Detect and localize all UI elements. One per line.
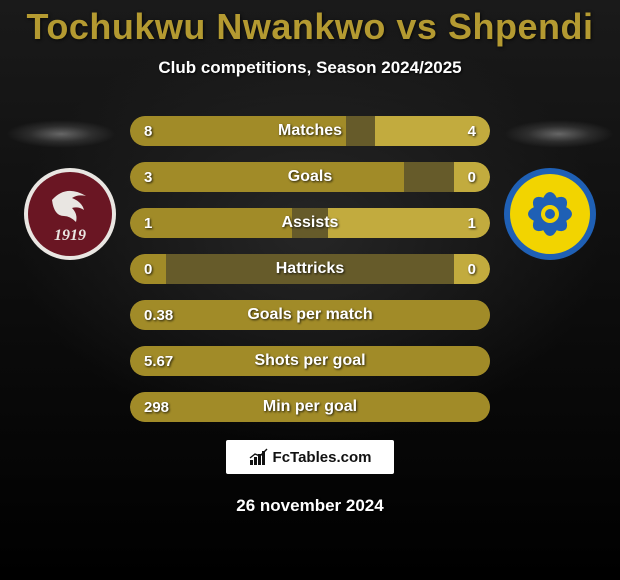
stat-row: 0.38Goals per match	[130, 300, 490, 330]
stat-bars: 84Matches 30Goals 11Assists 00Hattricks 0.38…	[130, 116, 490, 438]
carrarese-crest-icon	[502, 166, 598, 262]
comparison-area: 1919 84Matches 30Goals	[0, 106, 620, 426]
bar-fill-right	[454, 254, 490, 284]
bar-fill-left	[130, 116, 346, 146]
bar-fill-left	[130, 346, 490, 376]
stat-row: 11Assists	[130, 208, 490, 238]
bar-fill-right	[328, 208, 490, 238]
bar-fill-left	[130, 162, 404, 192]
fctables-icon	[249, 448, 269, 466]
bar-fill-right	[375, 116, 490, 146]
page-title: Tochukwu Nwankwo vs Shpendi	[0, 0, 620, 48]
brand-badge: FcTables.com	[226, 440, 394, 474]
crest-year: 1919	[54, 227, 86, 244]
shadow-left	[6, 120, 116, 148]
stat-row: 5.67Shots per goal	[130, 346, 490, 376]
bar-fill-left	[130, 254, 166, 284]
stat-row: 30Goals	[130, 162, 490, 192]
stat-row: 00Hattricks	[130, 254, 490, 284]
stat-row: 84Matches	[130, 116, 490, 146]
bar-track	[130, 254, 490, 284]
infographic-container: Tochukwu Nwankwo vs Shpendi Club competi…	[0, 0, 620, 580]
stat-row: 298Min per goal	[130, 392, 490, 422]
date-text: 26 november 2024	[0, 496, 620, 516]
salernitana-crest-icon: 1919	[22, 166, 118, 262]
subtitle: Club competitions, Season 2024/2025	[0, 58, 620, 78]
bar-fill-left	[130, 392, 490, 422]
bar-fill-left	[130, 208, 292, 238]
bar-fill-right	[454, 162, 490, 192]
team-crest-left: 1919	[22, 166, 118, 262]
brand-text: FcTables.com	[273, 449, 372, 466]
team-crest-right	[502, 166, 598, 262]
bar-fill-left	[130, 300, 490, 330]
shadow-right	[504, 120, 614, 148]
